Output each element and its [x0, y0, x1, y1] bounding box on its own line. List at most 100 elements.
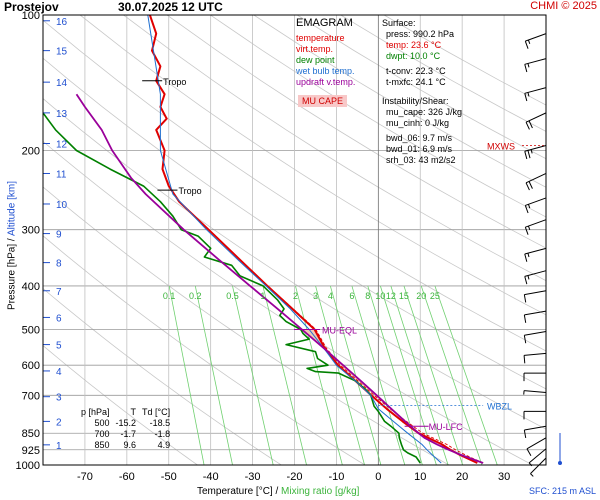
- table-cell: -1.7: [120, 429, 137, 439]
- wind-barb-staff: [524, 390, 547, 393]
- wind-barb-staff: [524, 310, 547, 316]
- temperature-tick-label: -50: [161, 471, 177, 483]
- table-cell: 9.6: [123, 440, 137, 450]
- altitude-tick-label: 6: [56, 313, 62, 324]
- altitude-tick-label: 9: [56, 230, 62, 241]
- wind-barb-flag: [523, 294, 527, 303]
- table-row: 700 -1.7 -1.8: [78, 429, 173, 440]
- wind-barb: [525, 112, 547, 130]
- table-row: 500 -15.2 -18.5: [78, 418, 173, 429]
- dry-adiabat-line: [123, 15, 546, 282]
- level-table-header-dewpoint: Td [°C]: [142, 407, 171, 417]
- wind-barb: [528, 448, 547, 467]
- mixing-ratio-line: [403, 285, 464, 465]
- wind-barb: [523, 410, 546, 420]
- table-cell: -1.8: [154, 429, 171, 439]
- mixing-ratio-label: 0.5: [226, 291, 239, 301]
- wind-barb: [523, 352, 547, 364]
- altitude-tick-label: 13: [56, 109, 68, 120]
- mixing-ratio-line: [232, 285, 274, 465]
- wind-barb-staff: [525, 173, 547, 184]
- series-wet-bulb-temp-line: [147, 15, 442, 464]
- table-cell: 850: [94, 440, 110, 450]
- temperature-tick-label: 30: [498, 471, 510, 483]
- wind-barb-flag: [524, 276, 528, 285]
- series-dew-point-line: [43, 112, 421, 464]
- wind-barb-flag: [527, 150, 531, 159]
- wind-barb-flag: [527, 275, 530, 280]
- bulk-shear-01: bwd_01: 6.9 m/s: [386, 144, 453, 154]
- wind-barb-flag: [524, 253, 528, 262]
- temperature-tick-label: -30: [245, 471, 261, 483]
- wind-barb-flag: [528, 120, 533, 129]
- legend-item-dew-point: dew point: [296, 55, 335, 65]
- wind-barb-flag: [523, 314, 527, 323]
- dry-adiabat-line: [166, 15, 546, 249]
- pressure-tick-label: 500: [22, 325, 40, 337]
- mixing-ratio-label: 3: [313, 291, 318, 301]
- credit-label: CHMI © 2025: [530, 0, 597, 12]
- temperature-tick-label: 10: [414, 471, 426, 483]
- series-updraft-v-temp-line: [75, 93, 484, 464]
- wind-barb-staff: [524, 352, 547, 356]
- mu-eql-label: MU-EQL: [322, 326, 357, 336]
- wind-barb: [523, 330, 547, 344]
- altitude-tick-label: 2: [56, 417, 62, 428]
- legend-title: EMAGRAM: [296, 17, 353, 29]
- legend-item-updraft: updraft v.temp.: [296, 77, 356, 87]
- mixing-ratio-label: 2: [293, 291, 298, 301]
- wind-barb-flag: [527, 63, 530, 68]
- convective-temperature: t-conv: 22.3 °C: [386, 66, 446, 76]
- altitude-tick-label: 14: [56, 78, 68, 89]
- x-axis-label: Temperature [°C]: [197, 486, 273, 497]
- surface-dewpoint: dwpt: 10.0 °C: [386, 51, 441, 61]
- mixing-ratio-line: [420, 285, 483, 465]
- wind-barb-staff: [526, 437, 547, 450]
- wind-barb: [524, 247, 547, 262]
- sounding-datetime: 30.07.2025 12 UTC: [118, 0, 223, 14]
- table-cell: 4.9: [157, 440, 171, 450]
- mixing-ratio-label: 0.2: [189, 291, 202, 301]
- mixing-ratio-label: 25: [430, 291, 440, 301]
- pressure-tick-label: 850: [22, 428, 40, 440]
- wind-barb: [524, 58, 547, 73]
- wind-barb-staff: [524, 87, 547, 94]
- mixing-ratio-label: 15: [399, 291, 409, 301]
- pressure-tick-label: 100: [22, 10, 40, 22]
- mxws-label: MXWS: [487, 142, 515, 152]
- wind-barb-staff: [524, 270, 547, 277]
- dry-adiabat-line: [210, 15, 546, 218]
- y-axis-title: Pressure [hPa] / Altitude [km]: [7, 146, 18, 346]
- wind-barb-staff: [530, 457, 547, 474]
- bulk-shear-06: bwd_06: 9.7 m/s: [386, 133, 453, 143]
- wind-barb: [530, 457, 547, 477]
- surface-title: Surface:: [382, 18, 416, 28]
- mixing-ratio-label: 12: [386, 291, 396, 301]
- table-row: 850 9.6 4.9: [78, 440, 173, 451]
- mu-cape-value: mu_cape: 326 J/kg: [386, 107, 463, 117]
- wind-barb-flag: [527, 253, 530, 258]
- series-layer: [43, 15, 484, 464]
- wind-barb-flag: [524, 227, 529, 235]
- mixing-ratio-label: 1: [260, 291, 265, 301]
- legend-item-virtual-temperature: virt.temp.: [296, 44, 334, 54]
- storm-relative-helicity: srh_03: 43 m2/s2: [386, 155, 456, 165]
- wind-barb-flag: [527, 225, 531, 231]
- wind-barb: [523, 372, 546, 382]
- wind-profile: SFC: 215 m ASL: [523, 33, 596, 496]
- series-virt-temp-line: [208, 229, 484, 464]
- altitude-tick-label: 1: [56, 441, 62, 452]
- altitude-tick-label: 4: [56, 367, 62, 378]
- legend: EMAGRAM temperature virt.temp. dew point…: [296, 18, 355, 88]
- mixing-ratio-label: 8: [365, 291, 370, 301]
- wind-barb: [524, 197, 547, 214]
- wind-barb: [524, 145, 547, 160]
- dry-adiabat-line: [43, 287, 282, 465]
- mixing-ratio-label: 0.1: [163, 291, 176, 301]
- wind-barb-flag: [525, 121, 530, 130]
- table-cell: -15.2: [115, 418, 137, 428]
- mu-lfc-label: MU-LFC: [429, 422, 463, 432]
- mixing-ratio-label: 4: [328, 291, 333, 301]
- mixing-ratio-label: 10: [375, 291, 385, 301]
